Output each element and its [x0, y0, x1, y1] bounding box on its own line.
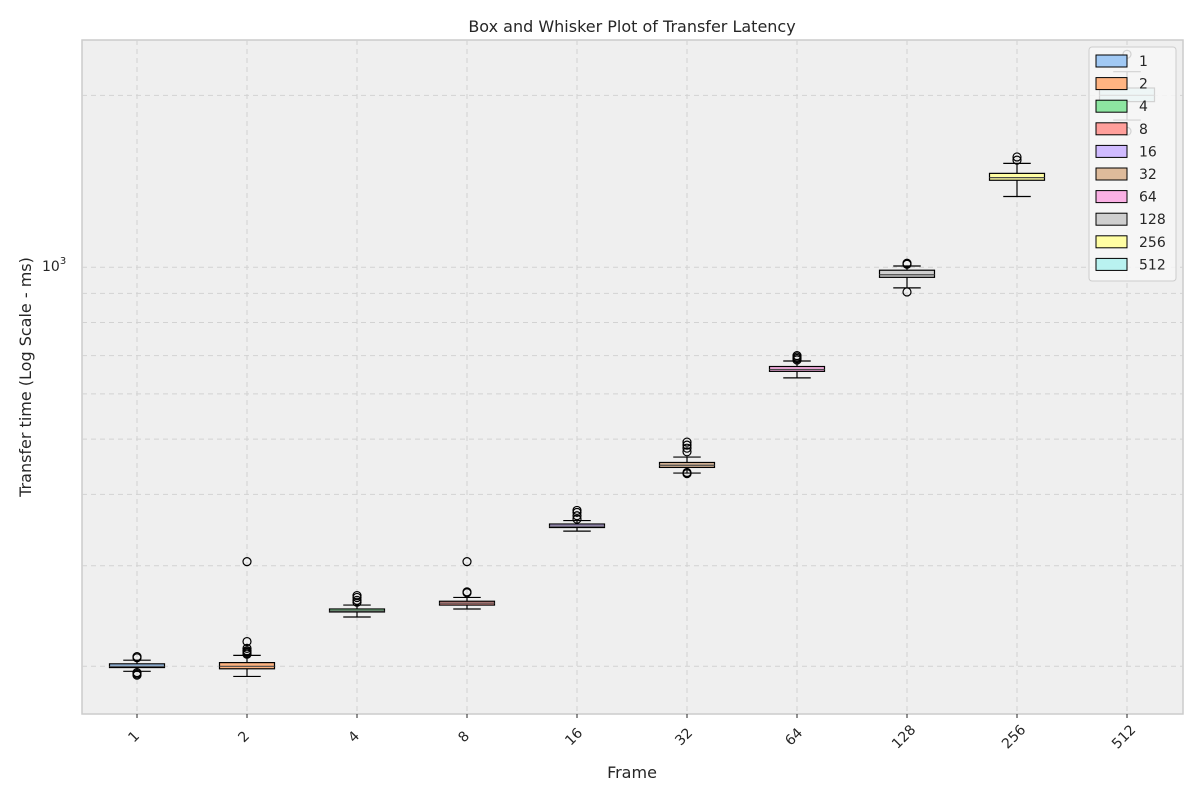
legend-item-512: 512	[1095, 257, 1166, 273]
legend-label-64: 64	[1139, 190, 1157, 206]
outlier-point-2-6	[242, 557, 252, 567]
legend-label-8: 8	[1139, 122, 1148, 138]
box-4	[328, 590, 386, 618]
outlier-point-1-4	[132, 651, 142, 662]
legend-swatch-128	[1095, 212, 1128, 226]
outlier-point-256-0	[1012, 155, 1022, 165]
legend-swatch-64	[1095, 190, 1128, 204]
box-body-256	[988, 172, 1046, 181]
box-body-128	[878, 269, 936, 278]
outlier-point-32-4	[682, 440, 692, 450]
legend-swatch-32	[1095, 167, 1128, 181]
box-256	[988, 152, 1046, 198]
outlier-point-64-3	[792, 351, 802, 361]
outlier-point-32-3	[682, 443, 692, 453]
legend-label-2: 2	[1139, 77, 1148, 93]
box-2	[218, 557, 276, 678]
box-body-1	[108, 663, 166, 669]
outlier-point-4-3	[352, 590, 362, 601]
legend-swatch-16	[1095, 144, 1128, 158]
outlier-point-128-0	[902, 287, 912, 297]
outlier-point-16-0	[572, 514, 582, 524]
legend-label-1: 1	[1139, 54, 1148, 70]
legend-label-128: 128	[1139, 212, 1166, 228]
legend-swatch-2	[1095, 77, 1128, 91]
outlier-point-2-3	[242, 646, 252, 656]
plot-area	[81, 39, 1184, 715]
outlier-point-16-3	[572, 505, 582, 516]
outlier-point-128-2	[902, 258, 912, 268]
outlier-point-1-2	[132, 667, 142, 678]
y-tick-label-1000: 103	[42, 256, 66, 275]
outlier-point-32-5	[682, 437, 692, 447]
legend-label-512: 512	[1139, 257, 1166, 273]
legend-swatch-4	[1095, 99, 1128, 113]
box-32	[658, 437, 716, 479]
legend-label-4: 4	[1139, 99, 1148, 115]
chart-title: Box and Whisker Plot of Transfer Latency	[468, 17, 795, 36]
outlier-point-32-2	[682, 447, 692, 457]
y-axis-label: Transfer time (Log Scale - ms)	[16, 257, 35, 498]
plot-background	[81, 39, 1184, 715]
legend-label-256: 256	[1139, 235, 1166, 251]
outlier-point-16-1	[572, 511, 582, 521]
legend-label-32: 32	[1139, 167, 1157, 183]
legend-item-8: 8	[1095, 122, 1148, 138]
legend-item-2: 2	[1095, 77, 1148, 93]
legend-item-16: 16	[1095, 144, 1157, 160]
box-1	[108, 651, 166, 680]
grid-lines	[82, 40, 1183, 714]
box-16	[548, 505, 606, 532]
legend-item-128: 128	[1095, 212, 1166, 228]
outlier-point-4-1	[352, 595, 362, 605]
legend-swatch-8	[1095, 122, 1128, 136]
outlier-point-8-1	[462, 587, 472, 597]
legend-label-16: 16	[1139, 144, 1157, 160]
legend-swatch-1	[1095, 54, 1128, 68]
legend-swatch-256	[1095, 235, 1128, 249]
outlier-point-32-1	[682, 467, 692, 478]
legend-item-4: 4	[1095, 99, 1148, 115]
legend-item-32: 32	[1095, 167, 1157, 183]
outlier-point-256-1	[1012, 152, 1022, 162]
legend-swatch-512	[1095, 257, 1128, 271]
legend-item-64: 64	[1095, 190, 1157, 206]
x-axis-label: Frame	[607, 763, 657, 782]
legend-item-256: 256	[1095, 235, 1166, 251]
y-tick-labels: 103	[42, 256, 66, 275]
box-8	[438, 557, 496, 610]
legend: 1 2 4 8 16 32 64 128 256 512	[1088, 46, 1177, 282]
box-64	[768, 351, 826, 379]
outlier-point-2-4	[242, 643, 252, 653]
outlier-point-8-2	[462, 557, 472, 567]
legend-item-1: 1	[1095, 54, 1148, 70]
box-128	[878, 258, 936, 297]
outlier-point-2-5	[242, 636, 252, 647]
